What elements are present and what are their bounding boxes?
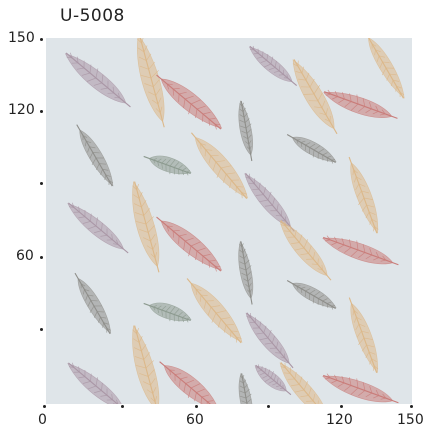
feather-motif xyxy=(76,124,114,187)
y-tick-mark xyxy=(40,256,43,259)
feather-motif xyxy=(132,181,160,273)
feather-motif xyxy=(143,302,192,323)
y-tick-60: 60 xyxy=(16,248,34,264)
feather-motif xyxy=(67,202,129,254)
feather-motif xyxy=(143,155,192,176)
feather-motif xyxy=(67,362,129,404)
feather-motif xyxy=(244,172,295,232)
feather-motif xyxy=(238,100,253,162)
feather-motif xyxy=(64,52,131,108)
feather-motif xyxy=(286,280,337,310)
feather-motif xyxy=(245,312,294,369)
feather-motif xyxy=(137,38,165,128)
x-tick-0: 0 xyxy=(38,412,47,428)
fabric-swatch-image xyxy=(46,38,412,404)
x-tick-mark xyxy=(195,405,198,408)
feather-motif xyxy=(348,297,379,374)
feather-motif xyxy=(286,134,337,164)
feather-motif xyxy=(279,220,332,281)
pattern-title: U-5008 xyxy=(60,6,125,26)
y-tick-mark xyxy=(40,110,43,113)
y-tick-mark xyxy=(40,328,43,331)
feather-motif xyxy=(292,59,338,135)
x-tick-mark xyxy=(340,405,343,408)
feather-motif xyxy=(254,364,292,396)
x-tick-mark xyxy=(43,405,46,408)
y-tick-120: 120 xyxy=(8,102,35,118)
x-tick-mark xyxy=(410,405,413,408)
feather-motif xyxy=(156,74,223,130)
feather-motif xyxy=(248,45,298,86)
feather-motif xyxy=(279,362,332,404)
feather-motif xyxy=(348,156,379,234)
feather-motif xyxy=(365,38,405,99)
x-tick-120: 120 xyxy=(326,412,353,428)
x-tick-150: 150 xyxy=(397,412,424,428)
x-tick-mark xyxy=(267,405,270,408)
feather-motif xyxy=(159,361,219,404)
x-tick-60: 60 xyxy=(186,412,204,428)
feather-motif xyxy=(132,325,160,404)
feather-motif xyxy=(238,372,253,404)
y-tick-150: 150 xyxy=(8,30,35,46)
y-tick-mark xyxy=(40,38,43,41)
feather-motif xyxy=(186,278,243,344)
feather-motif xyxy=(238,240,254,305)
feather-motif xyxy=(74,272,112,334)
feather-motif xyxy=(322,373,399,404)
feather-motif xyxy=(323,89,398,119)
feather-motif xyxy=(156,216,223,272)
y-tick-mark xyxy=(40,182,43,185)
feather-motif xyxy=(322,235,399,266)
x-tick-mark xyxy=(121,405,124,408)
feather-motif xyxy=(191,132,248,199)
